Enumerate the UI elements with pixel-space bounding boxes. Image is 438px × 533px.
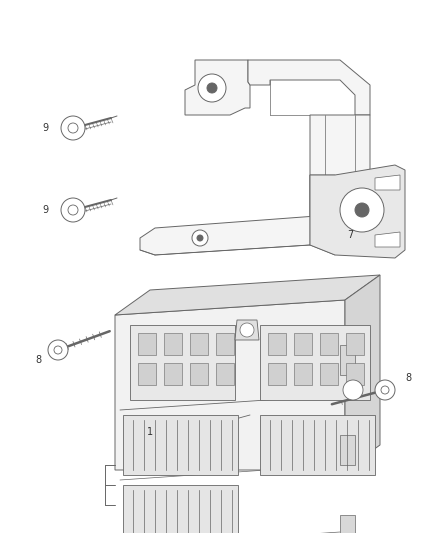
Circle shape bbox=[240, 323, 254, 337]
Polygon shape bbox=[346, 333, 364, 355]
Circle shape bbox=[197, 235, 203, 241]
Circle shape bbox=[381, 386, 389, 394]
Polygon shape bbox=[164, 333, 182, 355]
Polygon shape bbox=[260, 325, 370, 400]
Text: 8: 8 bbox=[405, 373, 411, 383]
Polygon shape bbox=[123, 485, 238, 533]
Polygon shape bbox=[248, 60, 370, 115]
Polygon shape bbox=[140, 215, 355, 255]
Polygon shape bbox=[340, 435, 355, 465]
Polygon shape bbox=[320, 333, 338, 355]
Circle shape bbox=[355, 203, 369, 217]
Polygon shape bbox=[375, 232, 400, 247]
Text: 9: 9 bbox=[42, 123, 48, 133]
Polygon shape bbox=[268, 363, 286, 385]
Polygon shape bbox=[190, 333, 208, 355]
Text: 8: 8 bbox=[35, 355, 41, 365]
Polygon shape bbox=[115, 300, 345, 470]
Text: 7: 7 bbox=[347, 230, 353, 240]
Polygon shape bbox=[346, 363, 364, 385]
Text: 9: 9 bbox=[42, 205, 48, 215]
Circle shape bbox=[375, 380, 395, 400]
Polygon shape bbox=[310, 115, 370, 240]
Polygon shape bbox=[216, 333, 234, 355]
Circle shape bbox=[343, 380, 363, 400]
Polygon shape bbox=[310, 165, 405, 258]
Circle shape bbox=[68, 205, 78, 215]
Circle shape bbox=[192, 230, 208, 246]
Polygon shape bbox=[123, 415, 238, 475]
Circle shape bbox=[54, 346, 62, 354]
Polygon shape bbox=[190, 363, 208, 385]
Polygon shape bbox=[138, 333, 156, 355]
Circle shape bbox=[198, 74, 226, 102]
Polygon shape bbox=[130, 325, 235, 400]
Polygon shape bbox=[310, 175, 335, 255]
Polygon shape bbox=[375, 175, 400, 190]
Polygon shape bbox=[340, 345, 355, 375]
Text: 1: 1 bbox=[147, 427, 153, 437]
Polygon shape bbox=[294, 363, 312, 385]
Polygon shape bbox=[345, 275, 380, 470]
Polygon shape bbox=[164, 363, 182, 385]
Circle shape bbox=[68, 123, 78, 133]
Polygon shape bbox=[235, 320, 259, 340]
Polygon shape bbox=[185, 60, 250, 115]
Circle shape bbox=[61, 198, 85, 222]
Circle shape bbox=[207, 83, 217, 93]
Polygon shape bbox=[268, 333, 286, 355]
Circle shape bbox=[340, 188, 384, 232]
Polygon shape bbox=[216, 363, 234, 385]
Polygon shape bbox=[320, 363, 338, 385]
Circle shape bbox=[61, 116, 85, 140]
Polygon shape bbox=[260, 415, 375, 475]
Polygon shape bbox=[294, 333, 312, 355]
Polygon shape bbox=[115, 275, 380, 315]
Circle shape bbox=[48, 340, 68, 360]
Polygon shape bbox=[138, 363, 156, 385]
Polygon shape bbox=[340, 515, 355, 533]
